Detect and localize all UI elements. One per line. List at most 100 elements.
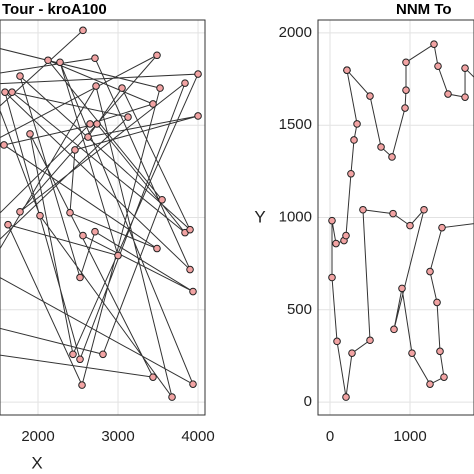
city-point	[158, 195, 166, 204]
city-point	[153, 51, 161, 60]
city-point	[398, 284, 406, 293]
city-point	[124, 113, 132, 121]
city-point	[44, 56, 52, 65]
city-point	[430, 40, 438, 48]
city-point	[426, 380, 434, 388]
city-point	[377, 143, 385, 151]
city-point	[66, 208, 74, 217]
city-point	[118, 84, 126, 92]
x-tick-label: 1000	[393, 428, 426, 445]
city-point	[342, 231, 350, 240]
city-point	[149, 100, 157, 108]
city-point	[91, 227, 99, 236]
city-point	[433, 298, 441, 307]
city-point	[406, 221, 414, 230]
city-point	[76, 273, 84, 282]
city-point	[79, 231, 87, 240]
city-point	[84, 133, 92, 141]
city-point	[36, 211, 44, 220]
x-tick-label: 4000	[181, 428, 214, 445]
city-point	[99, 350, 107, 359]
plot-area	[0, 26, 202, 401]
city-point	[366, 92, 374, 100]
plot-frame	[317, 19, 474, 416]
city-point	[69, 350, 77, 359]
city-point	[388, 153, 396, 161]
city-point	[426, 267, 434, 276]
city-point	[444, 90, 452, 98]
city-point	[328, 273, 336, 282]
city-point	[16, 72, 24, 80]
city-point	[408, 349, 416, 357]
city-point	[359, 205, 367, 214]
city-point	[26, 130, 34, 138]
city-point	[353, 120, 361, 128]
city-point	[347, 169, 355, 178]
city-point	[156, 84, 164, 92]
city-point	[194, 112, 202, 120]
x-axis-label: X	[31, 453, 42, 472]
city-point	[0, 141, 8, 149]
x-tick-label: 0	[326, 428, 334, 445]
city-point	[333, 337, 341, 346]
city-point	[91, 54, 99, 63]
city-point	[86, 120, 94, 128]
city-point	[366, 336, 374, 345]
city-point	[402, 86, 410, 94]
city-point	[434, 62, 442, 70]
city-point	[4, 220, 12, 229]
city-point	[401, 104, 409, 112]
tour-line	[331, 43, 474, 398]
city-point	[440, 373, 448, 381]
y-tick-label: 1000	[279, 208, 312, 225]
city-point	[16, 207, 24, 216]
city-point	[461, 64, 469, 72]
grid	[318, 20, 474, 415]
city-point	[348, 349, 356, 357]
city-point	[438, 223, 446, 232]
city-point	[79, 26, 87, 35]
city-point	[350, 136, 358, 144]
city-point	[186, 265, 194, 274]
city-point	[153, 244, 161, 253]
city-point	[461, 93, 469, 101]
city-point	[186, 225, 194, 234]
city-point	[189, 287, 197, 296]
city-point	[343, 66, 351, 75]
city-point	[390, 325, 398, 334]
city-point	[332, 239, 340, 248]
chart-title: Tour - kroA100	[2, 1, 107, 18]
y-axis-label: Y	[254, 207, 265, 226]
chart-title: NNM To	[396, 1, 452, 18]
city-point	[56, 58, 64, 67]
city-point	[114, 251, 122, 260]
city-point	[342, 393, 350, 401]
x-tick-label: 3000	[101, 428, 134, 445]
city-point	[93, 120, 101, 128]
city-point	[76, 355, 84, 364]
city-point	[436, 347, 444, 356]
city-point	[149, 373, 157, 381]
city-point	[194, 70, 202, 78]
city-point	[168, 393, 176, 401]
city-point	[92, 82, 100, 90]
y-tick-label: 500	[287, 301, 312, 318]
city-point	[78, 381, 86, 389]
plot-area	[328, 40, 474, 401]
city-point	[181, 79, 189, 87]
city-point	[189, 380, 197, 388]
plot-frame	[0, 19, 206, 416]
y-tick-label: 0	[304, 393, 312, 410]
y-tick-label: 1500	[279, 116, 312, 133]
x-tick-label: 2000	[21, 428, 54, 445]
city-point	[389, 209, 397, 218]
city-point	[420, 205, 428, 214]
city-point	[402, 58, 410, 67]
city-point	[8, 88, 16, 96]
city-point	[328, 216, 336, 225]
city-point	[71, 146, 79, 154]
city-point	[1, 88, 9, 96]
y-tick-label: 2000	[279, 24, 312, 41]
